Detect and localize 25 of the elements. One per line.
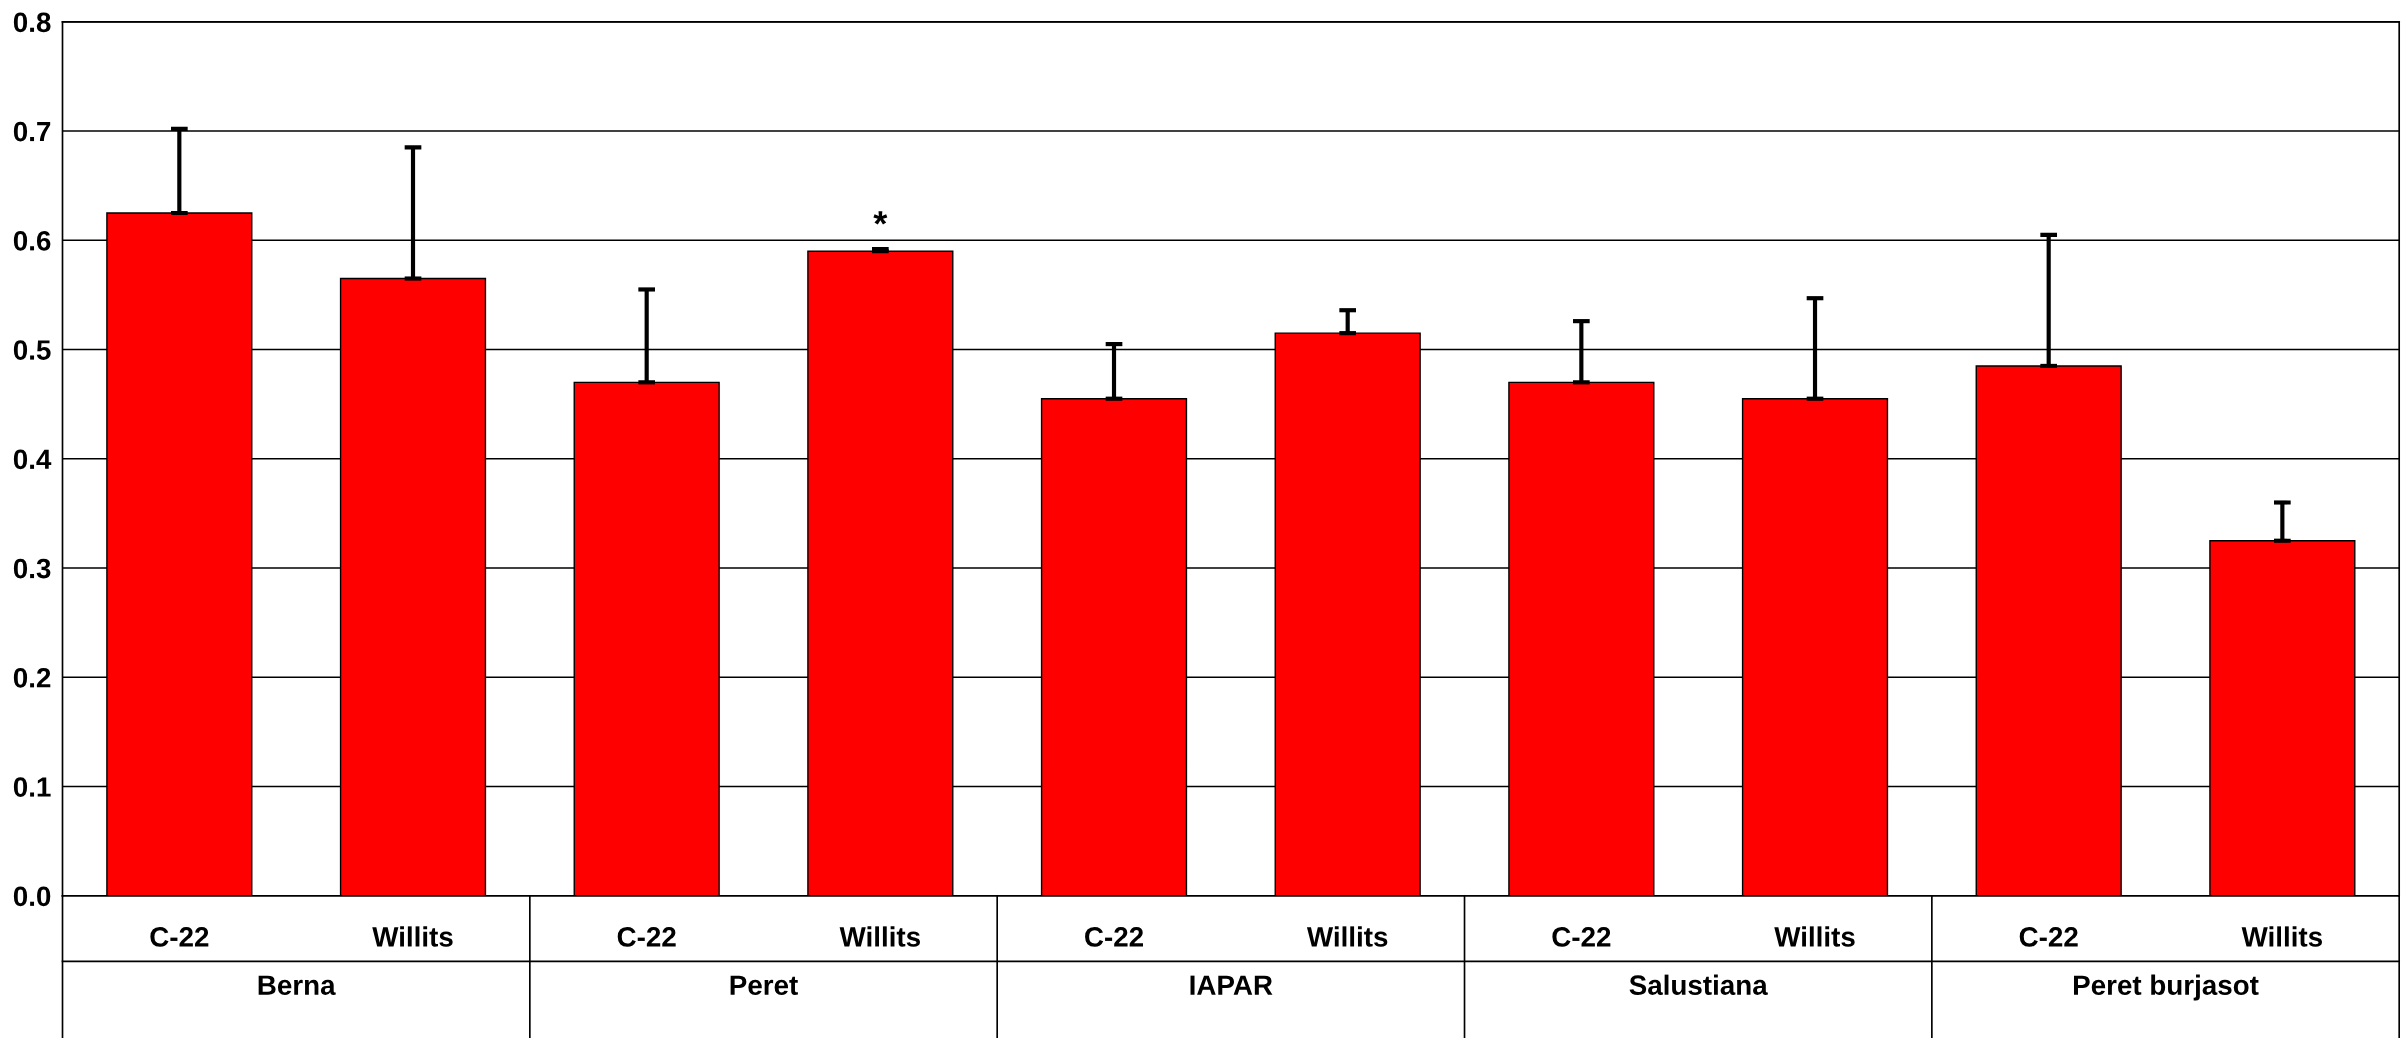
annotation: * — [873, 211, 888, 225]
y-tick-label: 0.0 — [13, 886, 51, 907]
y-tick-label: 0.8 — [13, 12, 51, 33]
x-tick-label: C-22 — [1085, 927, 1144, 947]
x-tick-label: C-22 — [2019, 927, 2078, 947]
x-tick-label: C-22 — [150, 927, 209, 947]
x-tick-label: Willits — [372, 926, 453, 947]
y-tick-label: 0.3 — [13, 558, 51, 579]
x-tick-label: Willits — [1306, 926, 1388, 947]
text: IAPAR — [1190, 975, 1273, 995]
x-tick-label: C-22 — [617, 927, 676, 947]
x-tick-label: Willits — [2241, 926, 2322, 947]
x-tick-label: Willits — [839, 926, 920, 947]
y-tick-label: 0.2 — [13, 667, 51, 688]
x-tick-label: C-22 — [1552, 927, 1611, 947]
text: Peret — [730, 975, 798, 996]
y-tick-label: 0.7 — [13, 121, 51, 142]
text: Salustiana — [1629, 974, 1768, 996]
y-tick-label: 0.5 — [13, 340, 51, 360]
text: Berna — [258, 975, 336, 996]
y-tick-label: 0.6 — [13, 230, 51, 251]
text: Peret burjasot — [2074, 974, 2259, 1001]
x-tick-label: Willits — [1774, 926, 1855, 947]
y-tick-label: 0.1 — [13, 777, 51, 797]
y-tick-label: 0.4 — [13, 449, 52, 470]
